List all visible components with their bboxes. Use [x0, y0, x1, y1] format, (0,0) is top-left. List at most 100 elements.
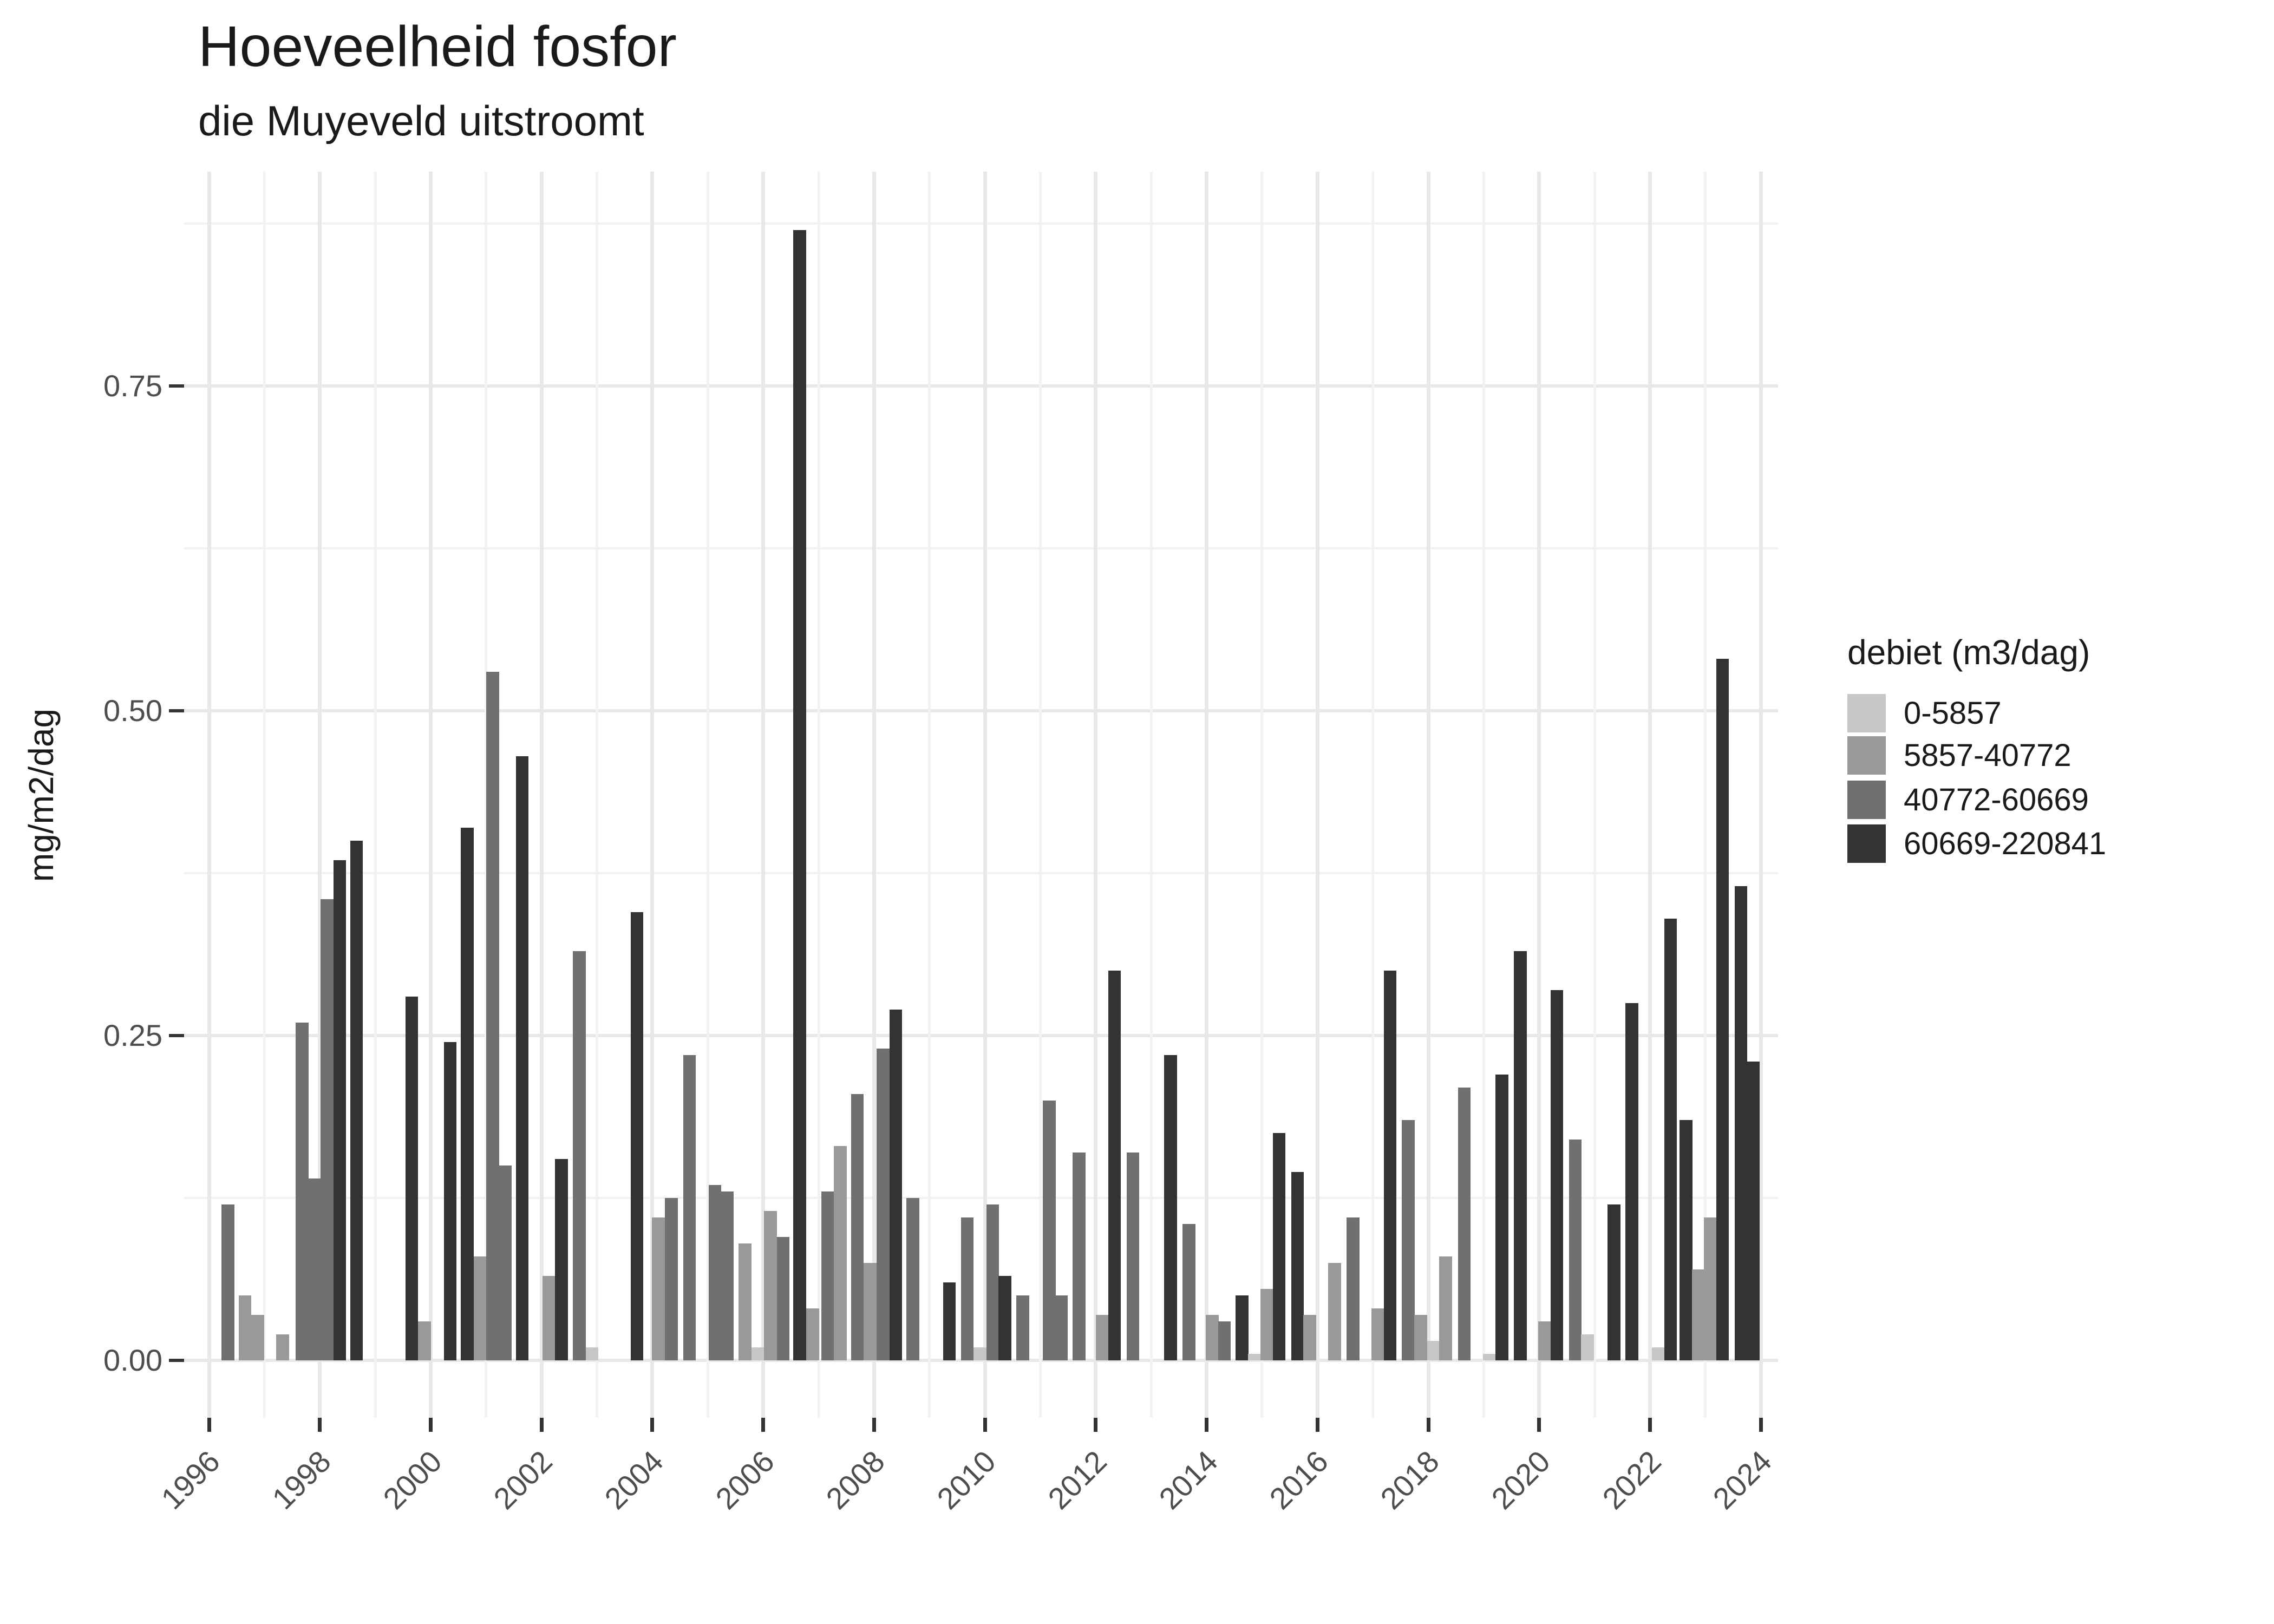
gridline-x-major	[761, 172, 766, 1418]
gridline-x-major	[1315, 172, 1319, 1418]
plot-panel	[184, 172, 1778, 1418]
bar	[1652, 1347, 1665, 1360]
y-axis-tick	[169, 384, 184, 388]
bar	[1272, 1133, 1286, 1360]
bar	[1482, 1354, 1496, 1360]
x-axis-tick	[1094, 1418, 1098, 1432]
x-axis-tick	[539, 1418, 544, 1432]
bar	[1680, 1120, 1693, 1360]
legend-item-label: 40772-60669	[1904, 782, 2089, 817]
gridline-x-major	[1537, 172, 1541, 1418]
bar	[461, 828, 474, 1360]
bar	[585, 1347, 599, 1360]
bar	[1096, 1315, 1109, 1360]
legend-item-label: 0-5857	[1904, 696, 2002, 731]
x-axis-tick	[1205, 1418, 1209, 1432]
bar	[333, 860, 347, 1360]
bar	[1303, 1315, 1316, 1360]
gridline-x-major	[429, 172, 433, 1418]
chart-subtitle: die Muyeveld uitstroomt	[198, 97, 644, 145]
gridline-x-minor	[1704, 172, 1707, 1418]
x-axis-tick	[207, 1418, 211, 1432]
bar	[721, 1191, 734, 1360]
bar	[1538, 1321, 1551, 1360]
gridline-x-major	[1759, 172, 1763, 1418]
x-axis-tick	[650, 1418, 655, 1432]
gridline-x-major	[650, 172, 655, 1418]
bar	[1704, 1217, 1717, 1360]
gridline-x-minor	[263, 172, 266, 1418]
bar	[1691, 1269, 1705, 1360]
gridline-y-major	[184, 1359, 1778, 1362]
bar	[776, 1237, 790, 1360]
bar	[573, 951, 586, 1360]
bar	[683, 1055, 696, 1360]
bar	[821, 1191, 834, 1360]
bar	[708, 1185, 722, 1360]
bar	[418, 1321, 432, 1360]
gridline-x-minor	[1371, 172, 1375, 1418]
bar	[542, 1276, 556, 1360]
bar	[739, 1243, 752, 1360]
bar	[1458, 1088, 1471, 1360]
bar	[1664, 919, 1677, 1360]
bar	[405, 997, 419, 1360]
bar	[308, 1178, 322, 1360]
bar	[1608, 1204, 1620, 1360]
bar	[555, 1159, 568, 1360]
bar	[1328, 1263, 1341, 1360]
y-axis-tick-label: 0.50	[103, 693, 162, 728]
bar	[296, 1023, 309, 1360]
gridline-x-minor	[1039, 172, 1042, 1418]
x-axis-tick	[1315, 1418, 1319, 1432]
bar	[1402, 1120, 1415, 1360]
legend-item-label: 5857-40772	[1904, 738, 2072, 773]
bar	[652, 1217, 665, 1360]
bar	[1126, 1152, 1140, 1360]
bar	[1236, 1295, 1249, 1360]
gridline-x-minor	[485, 172, 488, 1418]
bar	[1043, 1101, 1056, 1360]
bar	[793, 230, 807, 1360]
y-axis-tick	[169, 709, 184, 712]
bar	[1347, 1217, 1360, 1360]
bar	[321, 899, 334, 1360]
gridline-x-minor	[706, 172, 709, 1418]
bar	[238, 1295, 252, 1360]
gridline-y-minor	[184, 1197, 1778, 1199]
gridline-y-major	[184, 384, 1778, 388]
bar	[1016, 1295, 1029, 1360]
bar	[1247, 1354, 1261, 1360]
bar	[1427, 1341, 1440, 1360]
bar	[1218, 1321, 1231, 1360]
x-axis-tick	[761, 1418, 766, 1432]
bar	[221, 1204, 234, 1360]
y-axis-tick-label: 0.25	[103, 1018, 162, 1052]
bar	[1073, 1152, 1086, 1360]
bar	[665, 1198, 678, 1360]
y-axis-tick-label: 0.00	[103, 1343, 162, 1377]
bar	[877, 1049, 890, 1360]
gridline-x-minor	[596, 172, 599, 1418]
bar	[499, 1165, 512, 1360]
chart-title: Hoeveelheid fosfor	[198, 15, 677, 78]
gridline-x-major	[1648, 172, 1652, 1418]
bar	[1569, 1140, 1582, 1360]
y-axis-tick-label: 0.75	[103, 369, 162, 403]
bar	[806, 1308, 819, 1360]
bar	[630, 912, 644, 1360]
bar	[1108, 971, 1121, 1360]
gridline-x-major	[539, 172, 544, 1418]
gridline-y-minor	[184, 222, 1778, 225]
bar	[973, 1347, 986, 1360]
bar	[906, 1198, 919, 1360]
bar	[443, 1042, 457, 1360]
bar	[1383, 971, 1397, 1360]
gridline-y-major	[184, 1034, 1778, 1037]
x-axis-tick	[1648, 1418, 1652, 1432]
bar	[486, 672, 499, 1360]
bar	[834, 1146, 847, 1360]
bar	[1291, 1172, 1304, 1360]
gridline-y-major	[184, 709, 1778, 712]
bar	[864, 1263, 877, 1360]
